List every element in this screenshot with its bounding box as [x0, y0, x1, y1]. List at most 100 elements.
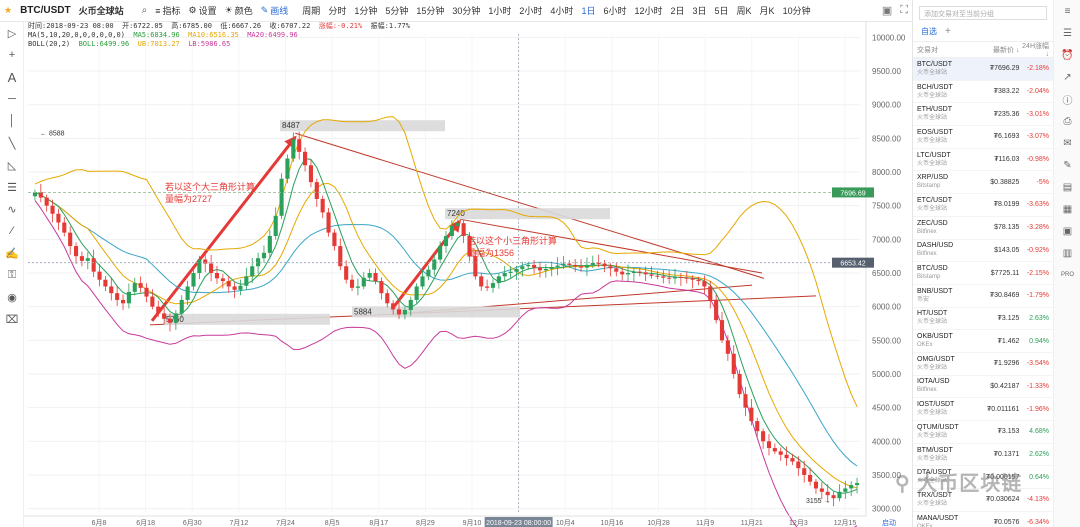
info-icon[interactable]: ⓘ — [1062, 95, 1073, 107]
market-row[interactable]: BTM/USDT 火币全球站 ₮0.1371 2.62% — [913, 444, 1053, 467]
col-pair[interactable]: 交易对 — [917, 46, 938, 54]
timeframe-9[interactable]: 6小时 — [603, 6, 627, 16]
layers-icon[interactable]: ▤ — [1062, 181, 1073, 193]
market-row[interactable]: TRX/USDT 火币全球站 ₮0.030624 -4.13% — [913, 489, 1053, 512]
chart-icon[interactable]: ▥ — [1062, 247, 1073, 259]
tab-favorites[interactable]: 自选 — [921, 27, 937, 36]
col-change[interactable]: 24H涨幅 ↓ — [1022, 43, 1049, 58]
calendar-icon[interactable]: ▣ — [1062, 225, 1073, 237]
candlestick-chart[interactable]: 8487724057605884 10000.009500.009000.008… — [24, 22, 912, 527]
favorite-star-icon[interactable]: ★ — [4, 5, 13, 15]
timeframe-4[interactable]: 30分钟 — [452, 6, 481, 16]
candle-body — [749, 407, 754, 422]
market-row[interactable]: LTC/USDT 火币全球站 ₮116.03 -0.98% — [913, 149, 1053, 172]
timeframe-7[interactable]: 4小时 — [550, 6, 574, 16]
market-row[interactable]: OMG/USDT 火币全球站 ₮1.9296 -3.54% — [913, 353, 1053, 376]
col-price[interactable]: 最新价 ↓ — [993, 46, 1020, 54]
market-row[interactable]: BCH/USDT 火币全球站 ₮383.22 -2.04% — [913, 81, 1053, 104]
indicators-icon: ≡ — [155, 5, 161, 16]
timeframe-3[interactable]: 15分钟 — [416, 6, 445, 16]
book-icon[interactable]: ⎙ — [1063, 115, 1072, 127]
candle-body — [813, 481, 819, 489]
eye-icon[interactable]: ◉ — [7, 291, 17, 304]
pencil-icon[interactable]: ✍ — [5, 247, 19, 260]
crosshair-icon[interactable]: + — [8, 49, 16, 61]
trash-icon[interactable]: ⌧ — [5, 313, 19, 326]
x-tick-label: 10月28 — [647, 519, 670, 527]
timeframe-11[interactable]: 2日 — [670, 6, 685, 16]
menu-icon[interactable]: ≡ — [1064, 5, 1071, 17]
label-5760-box — [164, 313, 330, 325]
list-icon[interactable]: ☰ — [1063, 27, 1072, 39]
indicators-button[interactable]: ≡ 指标 — [151, 4, 184, 17]
candle-body — [655, 275, 660, 277]
timeframe-15[interactable]: 月K — [759, 6, 775, 16]
chat-icon[interactable]: ✉ — [1063, 137, 1072, 149]
note-icon[interactable]: ✎ — [1063, 159, 1072, 171]
pair-search-input[interactable]: 添加交易对至当前分组 — [919, 6, 1047, 20]
fib-icon[interactable]: ☰ — [7, 181, 17, 194]
timeframe-6[interactable]: 2小时 — [519, 6, 543, 16]
cursor-icon[interactable]: ▷ — [7, 27, 17, 40]
timeframe-0[interactable]: 分时 — [328, 6, 347, 16]
timeframe-14[interactable]: 周K — [736, 6, 752, 16]
pro-badge-icon[interactable]: PRO — [1060, 272, 1074, 278]
market-row[interactable]: HT/USDT 火币全球站 ₮3.125 2.63% — [913, 308, 1053, 331]
candle-body — [349, 279, 355, 288]
timeframe-8[interactable]: 1日 — [581, 6, 596, 16]
candle-body — [596, 262, 601, 264]
market-row[interactable]: BNB/USDT 币安 ₮30.8469 -1.79% — [913, 285, 1053, 308]
theme-button[interactable]: ☀ 颜色 — [221, 4, 257, 17]
market-row[interactable]: OKB/USDT OKEx ₮1.462 0.94% — [913, 330, 1053, 353]
market-row[interactable]: XRP/USD Bitstamp $0.38825 -5% — [913, 171, 1053, 195]
alarm-icon[interactable]: ⏰ — [1061, 49, 1074, 61]
candle-body — [103, 279, 108, 287]
market-row[interactable]: DTA/USDT 火币全球站 ₮0.000157 0.64% — [913, 466, 1053, 490]
market-row[interactable]: DASH/USD Bitfinex $143.05 -0.92% — [913, 240, 1053, 263]
fullscreen-icon[interactable]: ⛶ — [900, 4, 908, 16]
market-row[interactable]: ETH/USDT 火币全球站 ₮235.36 -3.01% — [913, 103, 1053, 127]
market-row[interactable]: BTC/USD Bitstamp $7725.11 -2.15% — [913, 262, 1053, 285]
market-row[interactable]: ETC/USDT 火币全球站 ₮8.0199 -3.63% — [913, 194, 1053, 217]
market-row[interactable]: ZEC/USD Bitfinex $78.135 -3.28% — [913, 217, 1053, 240]
camera-icon[interactable]: ▣ — [881, 5, 893, 17]
timeframe-13[interactable]: 5日 — [714, 6, 729, 16]
vertical-line-icon[interactable]: │ — [8, 115, 16, 127]
timeframe-16[interactable]: 10分钟 — [782, 6, 811, 16]
timeframe-2[interactable]: 5分钟 — [385, 6, 409, 16]
market-row[interactable]: MANA/USDT OKEx ₮0.0576 -6.34% — [913, 512, 1053, 527]
market-pair: LTC/USDT — [917, 151, 951, 159]
symbol-pair[interactable]: BTC/USDT — [20, 5, 71, 16]
candle-body — [766, 441, 772, 449]
market-row[interactable]: EOS/USDT 火币全球站 ₮6.1693 -3.07% — [913, 126, 1053, 149]
period-label: 周期 — [302, 6, 321, 16]
market-row[interactable]: BTC/USDT 火币全球站 ₮7696.29 -2.18% — [913, 58, 1053, 81]
brush-icon[interactable]: ∕ — [11, 225, 13, 237]
timeframe-5[interactable]: 1小时 — [488, 6, 512, 16]
ma-params[interactable]: MA(5,10,20,0,0,0,0,0,0) — [28, 31, 125, 39]
trend-icon[interactable]: ↗ — [1063, 71, 1072, 83]
horizontal-line-icon[interactable]: ─ — [8, 93, 16, 105]
text-tool-icon[interactable]: A — [7, 69, 17, 85]
candle-body — [120, 299, 126, 304]
market-row[interactable]: IOTA/USD Bitfinex $0.42187 -1.33% — [913, 376, 1053, 399]
search-icon[interactable]: ⌕ — [141, 5, 148, 16]
market-row[interactable]: IOST/USDT 火币全球站 ₮0.011161 -1.96% — [913, 398, 1053, 421]
settings-button[interactable]: ⚙ 设置 — [185, 4, 221, 17]
market-price: $143.05 — [994, 246, 1020, 254]
timeframe-10[interactable]: 12小时 — [634, 6, 663, 16]
candle-body — [625, 273, 631, 275]
lock-icon[interactable]: ⚿ — [7, 268, 17, 281]
add-tab-button[interactable]: + — [945, 26, 951, 37]
grid-icon[interactable]: ▦ — [1062, 203, 1073, 215]
boll-params[interactable]: BOLL(20,2) — [28, 40, 71, 48]
candle-body — [273, 215, 278, 236]
timeframe-12[interactable]: 3日 — [692, 6, 707, 16]
wave-icon[interactable]: ∿ — [7, 203, 17, 216]
timeframe-1[interactable]: 1分钟 — [354, 6, 378, 16]
draw-button[interactable]: ✎ 画线 — [257, 4, 293, 17]
ray-line-icon[interactable]: ╲ — [8, 137, 16, 150]
market-row[interactable]: QTUM/USDT 火币全球站 ₮3.153 4.68% — [913, 421, 1053, 444]
candle-body — [256, 258, 261, 267]
triangle-icon[interactable]: ◺ — [7, 159, 17, 172]
